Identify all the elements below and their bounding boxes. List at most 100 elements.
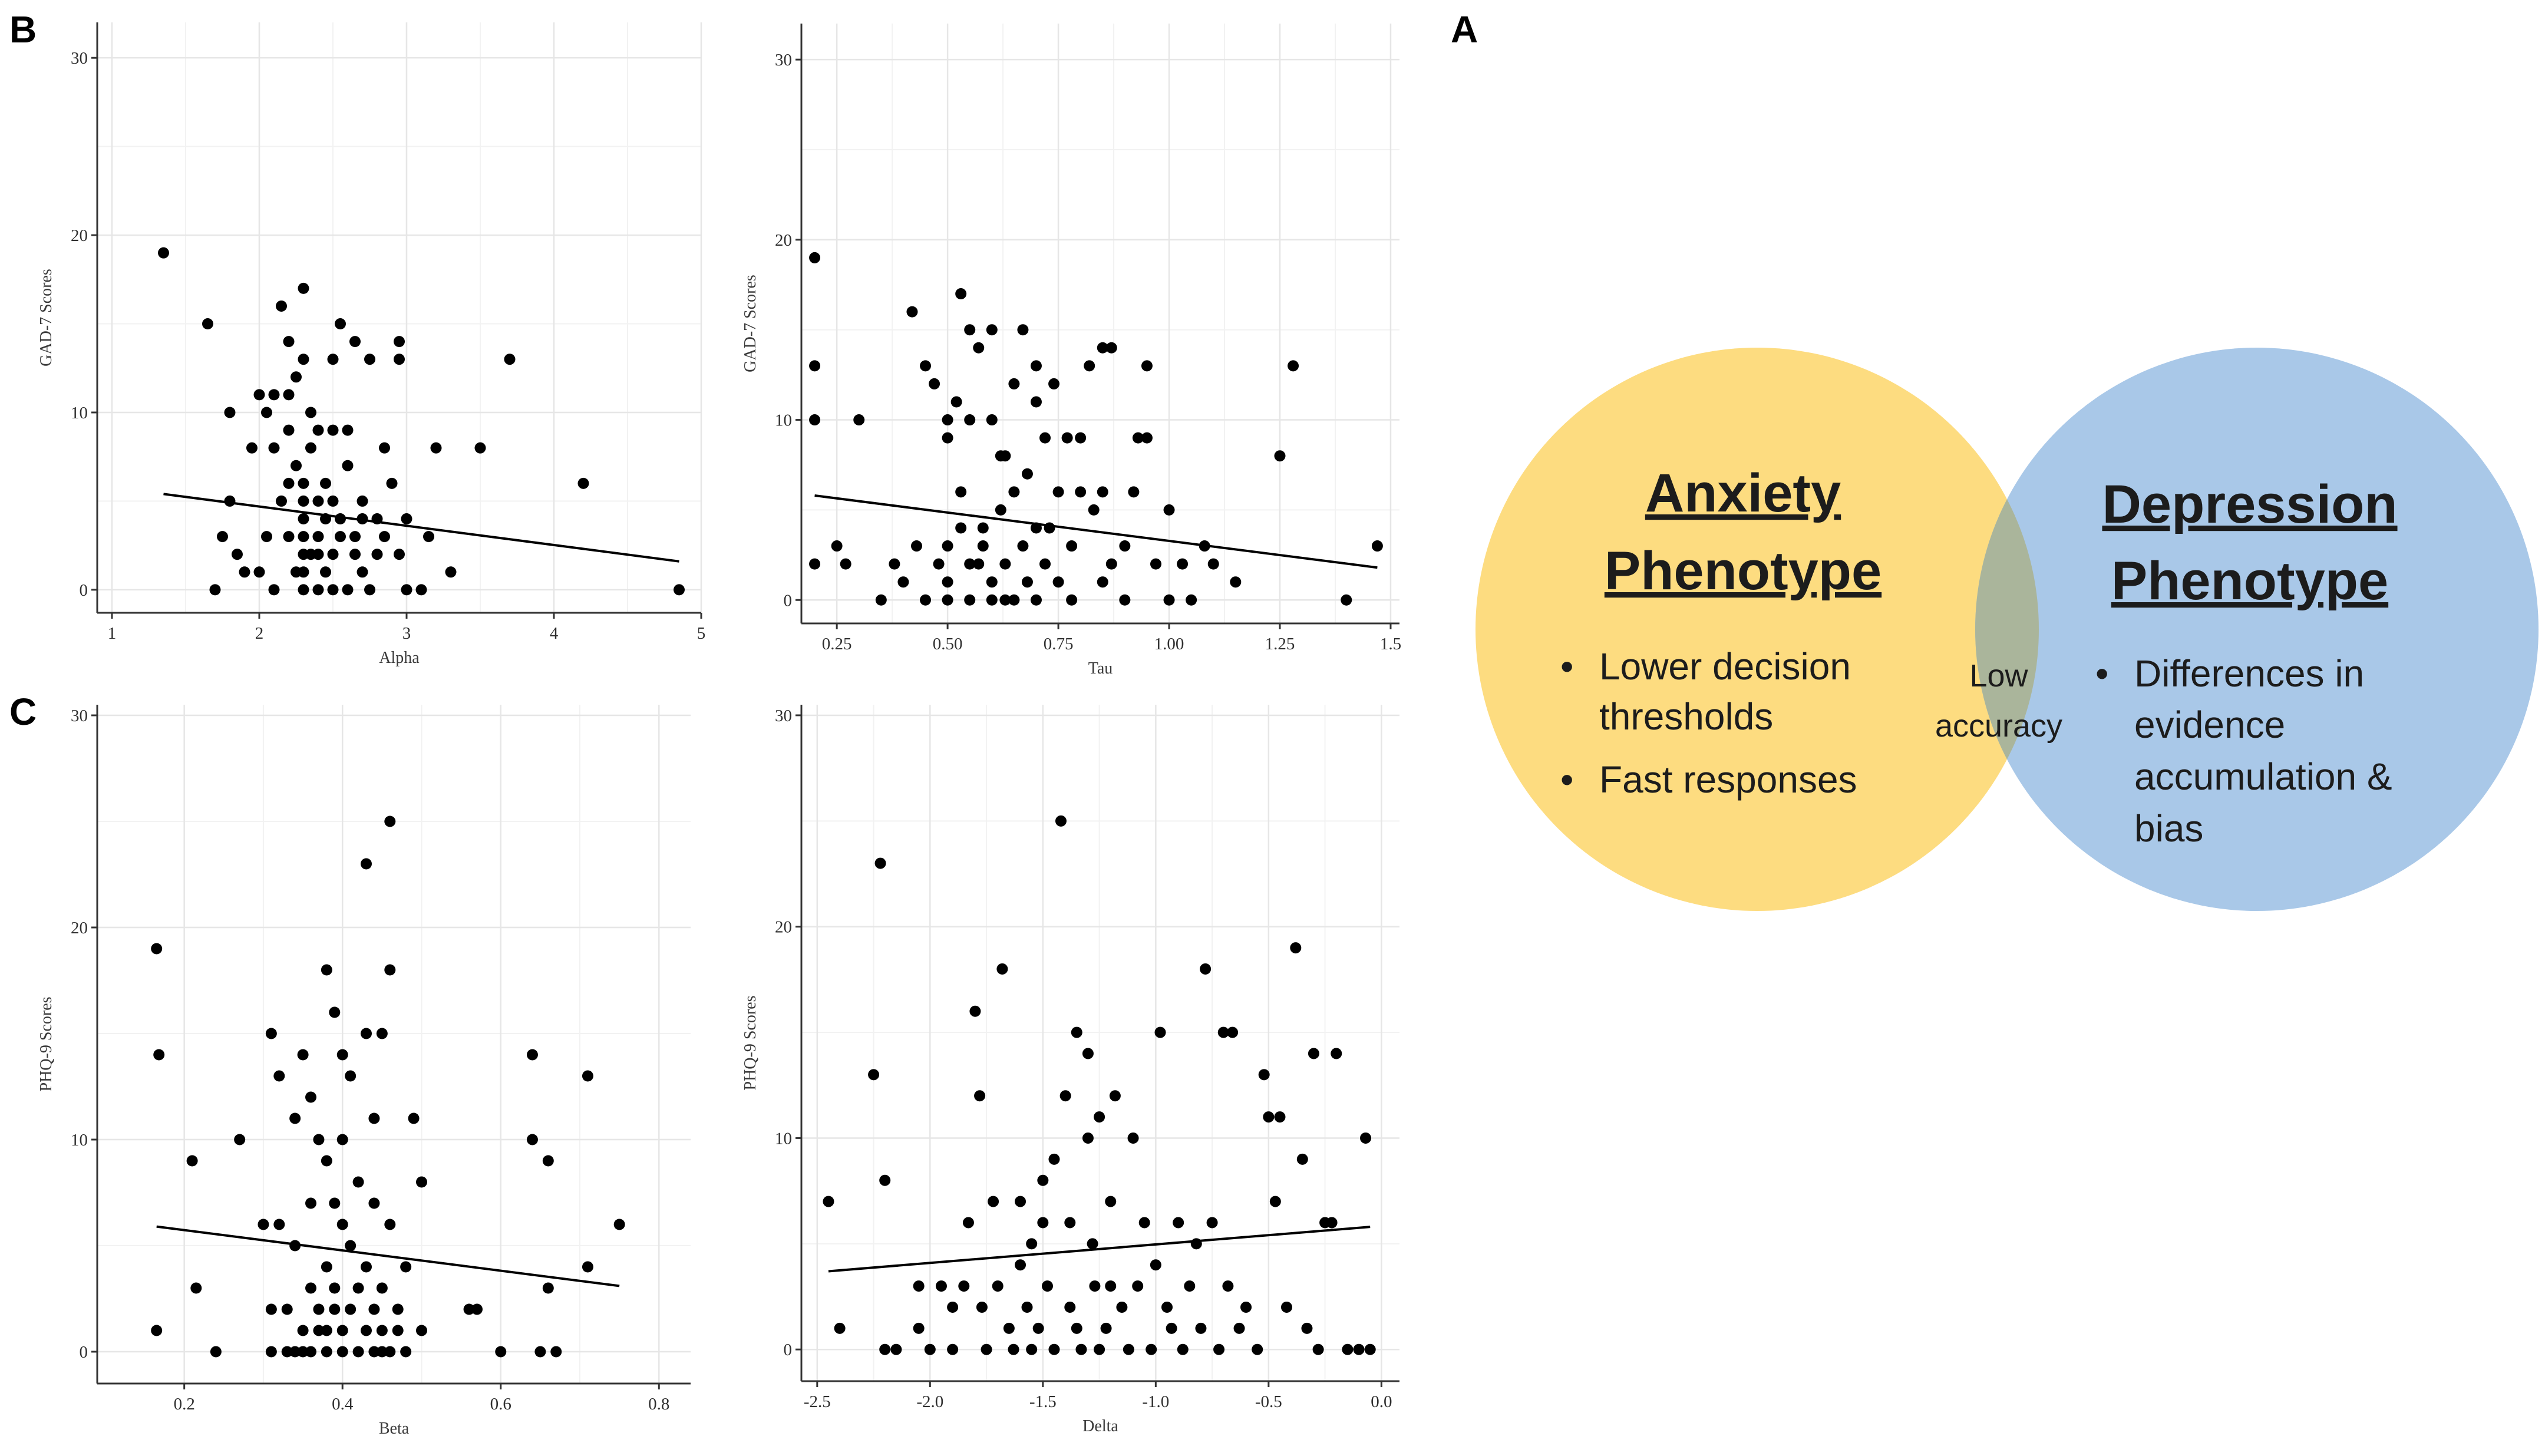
data-point: [1064, 1217, 1076, 1229]
data-point: [981, 1343, 992, 1355]
x-tick-label: -0.5: [1255, 1392, 1282, 1411]
data-point: [613, 1219, 625, 1230]
data-point: [1301, 1322, 1313, 1334]
data-point: [273, 1219, 285, 1230]
trend-line: [156, 1225, 620, 1287]
data-point: [890, 1343, 902, 1355]
data-point: [253, 389, 265, 401]
data-point: [345, 1070, 357, 1082]
data-point: [368, 1303, 380, 1315]
data-point: [357, 495, 368, 507]
anxiety-bullet1-line2: thresholds: [1599, 695, 1773, 738]
depression-circle: [1975, 348, 2539, 911]
data-point: [1184, 1280, 1196, 1292]
y-axis-title: GAD-7 Scores: [37, 269, 55, 367]
data-point: [361, 858, 372, 870]
data-point: [1186, 594, 1197, 606]
data-point: [1166, 1322, 1177, 1334]
data-point: [1109, 1090, 1121, 1102]
panel-label-b: B: [9, 8, 37, 51]
y-tick-label: 20: [71, 226, 88, 245]
data-point: [335, 531, 346, 543]
y-tick-label: 0: [80, 1343, 88, 1362]
data-point: [321, 1325, 332, 1336]
data-point: [320, 477, 331, 489]
data-point: [376, 1346, 388, 1358]
data-point: [834, 1322, 846, 1334]
x-tick-label: 5: [697, 624, 706, 643]
data-point: [973, 558, 985, 570]
y-tick-label: 30: [71, 49, 88, 68]
data-point: [1039, 432, 1051, 444]
data-point: [1123, 1343, 1134, 1355]
data-point: [913, 1280, 925, 1292]
data-point: [674, 584, 685, 596]
data-point: [550, 1346, 562, 1358]
data-point: [973, 342, 985, 354]
data-point: [283, 336, 295, 348]
data-point: [368, 1346, 380, 1358]
data-point: [289, 1112, 301, 1124]
data-point: [920, 360, 932, 372]
data-point: [986, 576, 998, 588]
data-point: [1017, 324, 1029, 336]
x-tick-label: 0.75: [1044, 635, 1074, 653]
x-tick-label: 2: [255, 624, 264, 643]
data-point: [947, 1301, 959, 1313]
data-point: [942, 432, 953, 444]
x-tick-label: 1: [108, 624, 117, 643]
data-point: [1128, 486, 1140, 498]
data-point: [1041, 1280, 1053, 1292]
data-point: [415, 584, 427, 596]
data-point: [879, 1343, 891, 1355]
data-point: [526, 1134, 538, 1145]
x-tick-label: 1.00: [1154, 635, 1184, 653]
data-point: [1071, 1026, 1082, 1038]
trend-line: [828, 1226, 1371, 1273]
data-point: [1177, 1343, 1189, 1355]
data-point: [1173, 1217, 1184, 1229]
data-point: [964, 594, 976, 606]
data-point: [305, 407, 316, 418]
data-point: [471, 1303, 483, 1315]
data-point: [1274, 450, 1286, 462]
data-point: [305, 1091, 317, 1103]
data-point: [1119, 540, 1131, 552]
data-point: [1230, 576, 1242, 588]
data-point: [1097, 576, 1108, 588]
data-point: [840, 558, 851, 570]
data-point: [217, 531, 228, 543]
data-point: [281, 1303, 293, 1315]
data-point: [1087, 1238, 1098, 1250]
data-point: [1274, 1111, 1286, 1123]
data-point: [1003, 1322, 1015, 1334]
data-point: [276, 495, 287, 507]
data-point: [1161, 1301, 1173, 1313]
depression-title-line2: Phenotype: [2111, 551, 2388, 611]
data-point: [463, 1303, 475, 1315]
x-axis-title: Alpha: [379, 649, 420, 667]
data-point: [368, 1197, 380, 1209]
data-point: [376, 1325, 388, 1336]
data-point: [977, 522, 989, 534]
y-tick-label: 0: [784, 591, 793, 610]
data-point: [298, 495, 309, 507]
data-point: [542, 1282, 554, 1294]
data-point: [996, 963, 1008, 975]
data-point: [246, 442, 258, 454]
data-point: [929, 378, 940, 389]
data-point: [1233, 1322, 1245, 1334]
data-point: [582, 1070, 593, 1082]
data-point: [342, 424, 354, 436]
data-point: [1094, 1111, 1105, 1123]
data-point: [942, 594, 953, 606]
data-point: [153, 1049, 165, 1061]
data-point: [268, 584, 280, 596]
data-point: [384, 964, 396, 976]
data-point: [1269, 1196, 1281, 1207]
data-point: [950, 396, 962, 408]
data-point: [423, 531, 434, 543]
data-point: [474, 442, 486, 454]
data-point: [312, 424, 324, 436]
data-point: [1008, 486, 1020, 498]
